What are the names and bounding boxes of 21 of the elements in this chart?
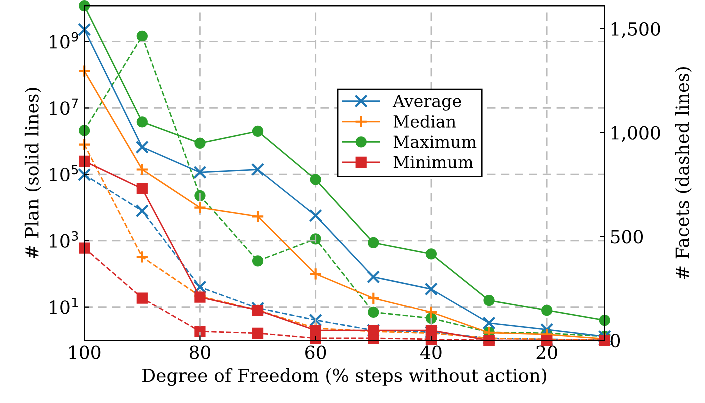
- legend-label: Minimum: [394, 156, 474, 169]
- y-tick-label: 10$^{1}$: [50, 298, 78, 314]
- y2-tick-label: 500: [611, 230, 644, 244]
- y2-tick-label: 1,500: [612, 22, 660, 38]
- x-tick-label: 40: [420, 346, 442, 360]
- y-tick-label: 10$^{7}$: [50, 98, 78, 116]
- x-tick-label: 60: [306, 346, 326, 360]
- legend-label: Average: [392, 95, 462, 111]
- y2-tick-label: 0: [610, 334, 620, 348]
- y-tick-label: 10$^{5}$: [50, 165, 78, 182]
- legend-label: Median: [394, 115, 456, 128]
- x-axis-title: Degree of Freedom (% steps without action): [142, 368, 546, 386]
- x-tick-label: 20: [536, 346, 558, 360]
- y-tick-label: 10$^{9}$: [50, 32, 78, 49]
- legend-label: Maximum: [394, 136, 477, 148]
- y2-axis-title: # Facets (dashed lines): [675, 68, 692, 280]
- y-tick-label: 10$^{3}$: [50, 231, 78, 248]
- x-tick-label: 80: [190, 346, 211, 360]
- x-tick-label: 100: [70, 346, 101, 360]
- y2-tick-label: 1,000: [612, 126, 660, 142]
- y-axis-title: # Plan (solid lines): [24, 88, 42, 258]
